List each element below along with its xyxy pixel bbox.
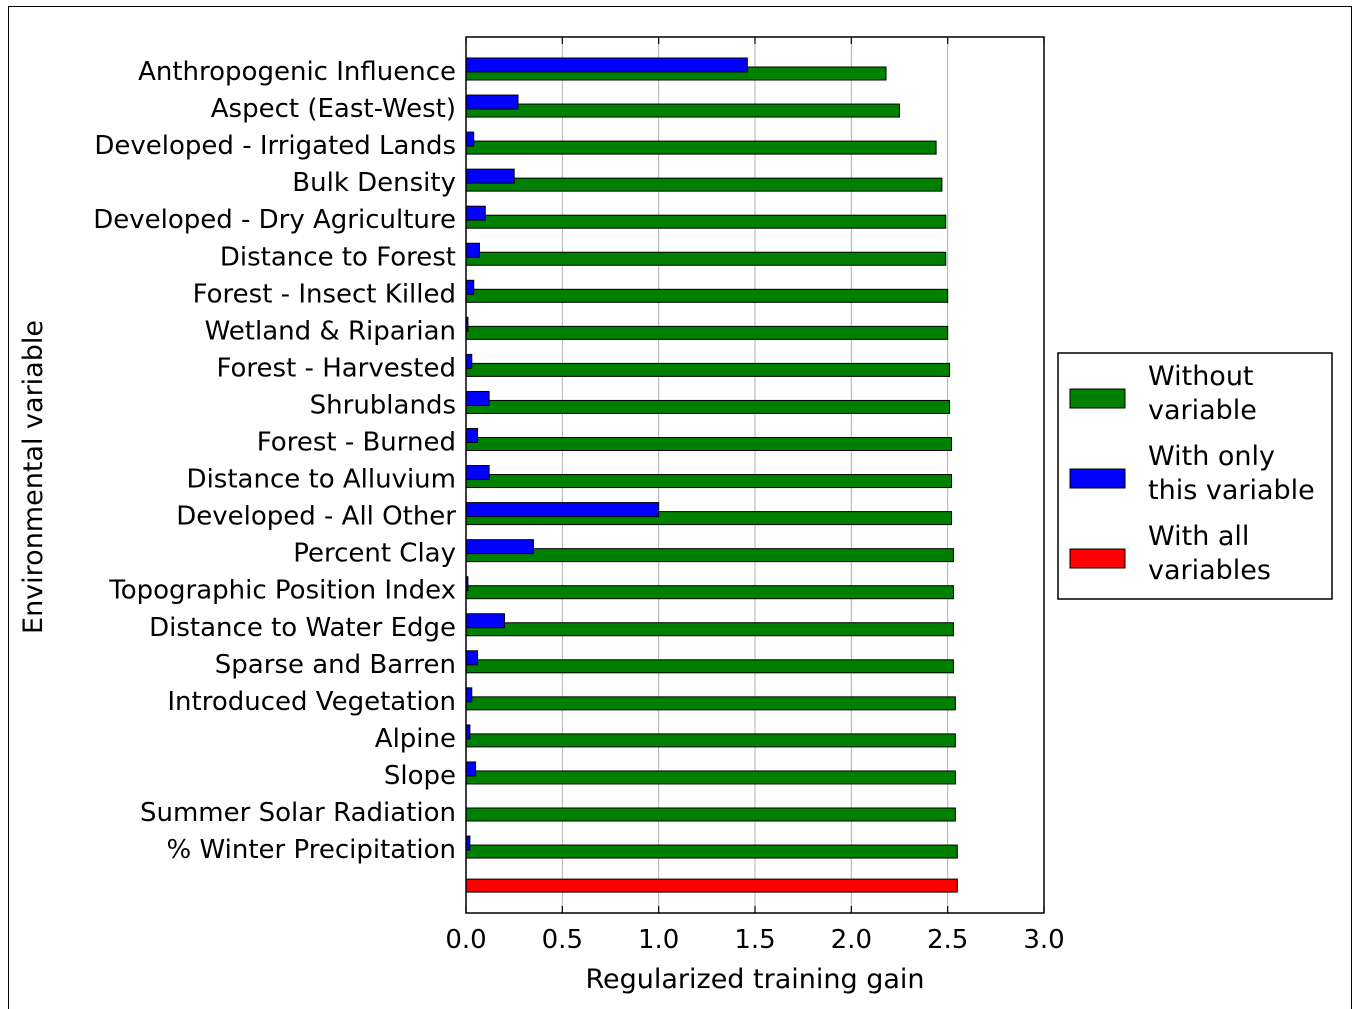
category-label: % Winter Precipitation [167,835,456,865]
x-ticks: 0.0 0.5 1.0 1.5 2.0 2.5 3.0 [445,37,1065,955]
x-tick-label: 2.0 [831,925,872,955]
bar-with-only-variable [465,94,519,110]
bars [465,57,958,893]
legend-label: Without [1148,361,1254,392]
x-tick-label: 0.0 [445,925,486,955]
bar-without-variable [465,288,949,303]
category-label: Distance to Forest [220,242,456,272]
category-label: Distance to Water Edge [149,613,456,643]
bar-without-variable [465,733,956,748]
bar-with-only-variable [465,168,515,184]
bar-without-variable [465,140,937,155]
category-label: Sparse and Barren [215,650,456,680]
bar-with-only-variable [465,131,475,147]
legend-label: With only [1148,441,1275,472]
bar-with-only-variable [465,613,506,629]
bar-without-variable [465,177,943,192]
category-label: Bulk Density [292,168,456,198]
category-label: Alpine [375,724,456,754]
bar-with-only-variable [465,465,490,481]
bar-with-only-variable [465,205,486,221]
category-label: Wetland & Riparian [205,316,456,346]
bar-without-variable [465,103,900,118]
category-label: Slope [384,761,456,791]
bar-without-variable [465,807,956,822]
figure-frame [8,6,1352,1009]
category-label: Forest - Insect Killed [193,279,456,309]
bar-without-variable [465,474,953,489]
bar-with-only-variable [465,242,480,258]
x-tick-label: 1.5 [734,925,775,955]
bar-without-variable [465,696,956,711]
x-tick-label: 0.5 [542,925,583,955]
bar-without-variable [465,548,954,563]
bar-without-variable [465,214,947,229]
category-labels: Anthropogenic Influence Aspect (East-West… [93,57,456,865]
category-label: Developed - Dry Agriculture [93,205,456,235]
bar-with-only-variable [465,539,534,555]
category-label: Summer Solar Radiation [140,798,456,828]
bar-with-only-variable [465,57,748,73]
category-label: Introduced Vegetation [167,687,456,717]
x-tick-label: 2.5 [927,925,968,955]
category-label: Forest - Burned [257,428,456,458]
legend-label: variables [1148,555,1271,586]
bar-with-only-variable [465,279,475,295]
bar-with-only-variable [465,650,479,666]
category-label: Topographic Position Index [108,576,456,606]
bar-with-all-variables [465,878,958,893]
category-label: Developed - All Other [176,502,456,532]
bar-without-variable [465,585,954,600]
bar-without-variable [465,622,954,637]
legend-label: variable [1148,395,1257,426]
x-tick-label: 1.0 [638,925,679,955]
category-label: Percent Clay [293,539,456,569]
legend-swatch [1069,388,1126,409]
category-label: Shrublands [310,390,456,420]
category-label: Anthropogenic Influence [138,57,456,87]
category-label: Developed - Irrigated Lands [94,131,456,161]
y-axis-title: Environmental variable [18,320,49,634]
x-tick-label: 3.0 [1023,925,1064,955]
legend-label: this variable [1148,475,1315,506]
bar-with-only-variable [465,390,490,406]
bar-without-variable [465,437,953,451]
category-label: Forest - Harvested [217,353,457,383]
bar-without-variable [465,362,951,377]
category-label: Aspect (East-West) [211,94,456,124]
category-label: Distance to Alluvium [187,465,456,495]
bar-with-only-variable [465,428,479,443]
legend-swatch [1069,468,1126,489]
bar-with-only-variable [465,502,660,518]
bar-without-variable [465,399,951,414]
legend-swatch [1069,548,1126,569]
bar-without-variable [465,659,954,674]
bar-without-variable [465,770,956,785]
bar-with-only-variable [465,353,473,369]
bar-without-variable [465,844,958,859]
bar-with-only-variable [465,761,477,777]
bar-without-variable [465,251,947,266]
legend-label: With all [1148,521,1249,552]
bar-without-variable [465,325,949,340]
bar-with-only-variable [465,687,473,703]
x-axis-title: Regularized training gain [585,964,924,995]
